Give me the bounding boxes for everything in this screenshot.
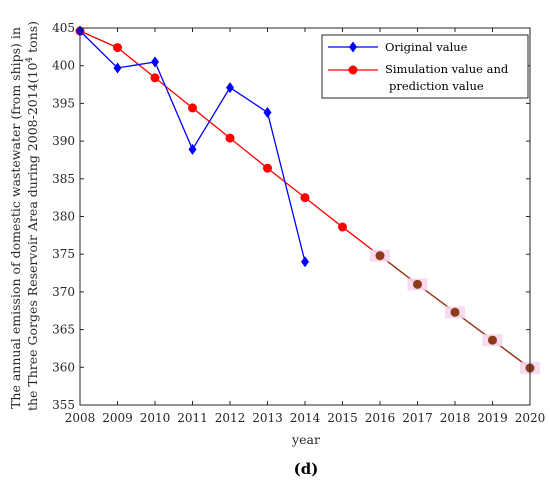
x-tick-label: 2019 <box>477 411 508 425</box>
x-tick-label: 2016 <box>365 411 396 425</box>
prediction-point <box>488 335 497 345</box>
y-tick-label: 390 <box>52 134 75 148</box>
x-tick-label: 2011 <box>177 411 208 425</box>
legend-simulation-label-line2: prediction value <box>389 79 484 93</box>
original-point <box>188 143 197 155</box>
simulation-point <box>263 163 272 173</box>
prediction-point <box>450 307 460 317</box>
original-point <box>151 56 159 68</box>
x-tick-label: 2012 <box>215 411 246 425</box>
legend-simulation-label-line1: Simulation value and <box>385 62 509 76</box>
y-tick-label: 370 <box>52 285 75 299</box>
x-tick-label: 2020 <box>515 411 546 425</box>
x-tick-label: 2017 <box>402 411 433 425</box>
y-tick-label: 380 <box>52 210 75 224</box>
simulation-point <box>300 193 310 203</box>
plot-area-frame <box>79 27 531 406</box>
x-tick-label: 2009 <box>102 411 133 425</box>
simulation-point <box>225 133 235 143</box>
y-axis-title-unit: tons) <box>25 21 40 57</box>
legend-simulation-marker <box>348 65 358 75</box>
y-axis-title-line2-text: the Three Gorges Reservoir Area during 2… <box>25 63 40 412</box>
y-tick-label: 405 <box>52 21 75 35</box>
prediction-point <box>413 279 422 289</box>
x-tick-label: 2014 <box>290 411 321 425</box>
y-tick-label: 395 <box>52 96 75 110</box>
original-point <box>263 106 272 118</box>
y-axis-title: The annual emission of domestic wastewat… <box>8 21 40 411</box>
y-tick-label: 385 <box>52 172 75 186</box>
y-tick-label: 365 <box>52 323 75 337</box>
series-layer <box>75 25 540 375</box>
x-tick-label: 2015 <box>327 411 358 425</box>
x-tick-label: 2018 <box>440 411 471 425</box>
y-tick-label: 375 <box>52 247 75 261</box>
panel-label: (d) <box>294 460 319 478</box>
x-axis-title: year <box>291 432 320 447</box>
simulation-point <box>338 222 347 232</box>
simulation-point <box>150 73 160 83</box>
tick-layer: 2008 2009 2010 2011 2012 2013 2014 2015 2016 2017… <box>52 21 545 425</box>
x-tick-label: 2013 <box>252 411 283 425</box>
simulation-point <box>188 103 197 113</box>
original-point <box>301 256 309 268</box>
original-point <box>226 82 234 94</box>
prediction-point <box>375 251 385 261</box>
y-axis-title-line1: The annual emission of domestic wastewat… <box>8 27 23 409</box>
original-point <box>113 62 122 74</box>
y-tick-label: 360 <box>52 360 75 374</box>
y-axis-title-superscript: 4 <box>25 57 35 63</box>
legend: Original value Simulation value and pred… <box>321 34 529 99</box>
y-tick-label: 400 <box>52 59 75 73</box>
y-axis-title-line2: the Three Gorges Reservoir Area during 2… <box>25 21 40 411</box>
x-tick-label: 2008 <box>65 411 96 425</box>
x-tick-label: 2010 <box>140 411 171 425</box>
simulation-point <box>113 43 122 53</box>
legend-original-label: Original value <box>385 40 468 54</box>
y-tick-label: 355 <box>52 398 75 412</box>
legend-original-marker <box>349 41 357 53</box>
legend-box <box>321 34 529 99</box>
